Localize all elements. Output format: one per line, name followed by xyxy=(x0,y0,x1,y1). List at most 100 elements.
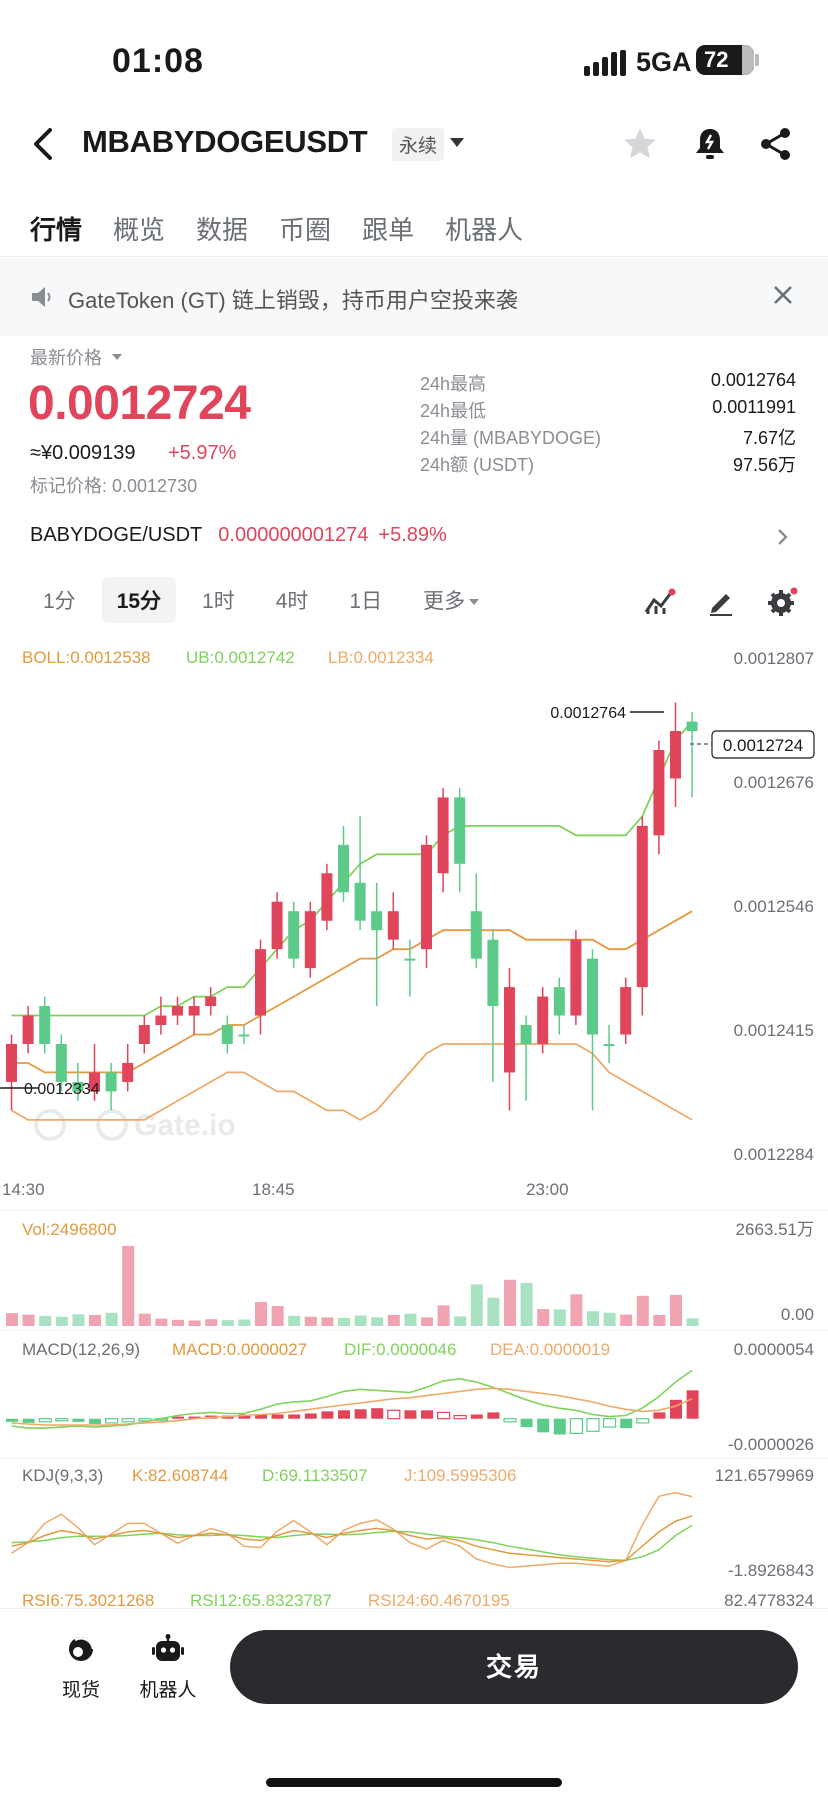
back-arrow-icon[interactable] xyxy=(28,126,58,162)
volume-bar xyxy=(437,1305,450,1326)
candle xyxy=(271,901,283,950)
battery-icon: 72 xyxy=(696,45,759,75)
volume-bar xyxy=(105,1312,118,1326)
trade-button[interactable]: 交易 xyxy=(230,1630,798,1704)
macd-histogram-bar xyxy=(271,1414,284,1419)
volume-bar xyxy=(504,1279,516,1326)
share-icon[interactable] xyxy=(758,126,794,162)
spot-button-label: 现货 xyxy=(61,1680,100,1701)
volume-bar xyxy=(371,1317,384,1326)
tab-overview[interactable]: 概览 xyxy=(113,214,166,245)
stat-label-volume: 24h量 (MBABYDOGE) xyxy=(420,428,602,448)
bell-icon[interactable] xyxy=(690,124,730,164)
candle xyxy=(255,949,266,1016)
interval-1m[interactable]: 1分 xyxy=(43,590,76,613)
latest-price-label[interactable]: 最新价格 xyxy=(30,348,102,368)
last-price-tag-text: 0.0012724 xyxy=(723,736,803,755)
spot-pair-price: 0.000000001274 xyxy=(218,524,369,546)
spot-button[interactable]: 现货 xyxy=(48,1634,114,1702)
volume-bar xyxy=(238,1319,251,1326)
rsi24-legend: RSI24:60.4670195 xyxy=(368,1591,510,1608)
interval-1d[interactable]: 1日 xyxy=(349,590,383,613)
interval-15m[interactable]: 15分 xyxy=(101,577,177,623)
macd-histogram-bar xyxy=(354,1409,367,1419)
volume-bar xyxy=(122,1245,135,1326)
volume-bar xyxy=(454,1316,467,1326)
candle xyxy=(470,911,482,959)
robot-button[interactable]: 机器人 xyxy=(128,1634,208,1702)
boll-lower-line xyxy=(11,1043,693,1121)
volume-bar xyxy=(6,1313,18,1326)
chevron-down-icon[interactable] xyxy=(450,138,464,147)
volume-bar xyxy=(620,1314,633,1326)
tab-data[interactable]: 数据 xyxy=(196,214,249,245)
pair-title[interactable]: MBABYDOGEUSDT xyxy=(82,124,368,159)
candle xyxy=(653,749,665,836)
candle xyxy=(338,844,349,893)
volume-bar xyxy=(304,1316,317,1326)
volume-bar xyxy=(255,1301,267,1326)
macd-histogram-bar xyxy=(255,1414,267,1419)
kline-chart[interactable]: BOLL:0.0012538 UB:0.0012742 LB:0.0012334… xyxy=(0,638,828,1608)
gear-icon[interactable] xyxy=(766,586,798,618)
price-tick: 0.0012676 xyxy=(734,773,814,792)
volume-bar xyxy=(205,1319,218,1326)
close-icon[interactable] xyxy=(772,284,794,306)
stat-value-low: 0.0011991 xyxy=(712,397,796,417)
macd-dea-line xyxy=(11,1387,693,1426)
volume-bar xyxy=(172,1319,184,1326)
interval-1h[interactable]: 1时 xyxy=(202,590,235,613)
last-price-tag xyxy=(711,730,815,759)
tab-copy-trade[interactable]: 跟单 xyxy=(362,214,415,245)
star-icon[interactable] xyxy=(620,124,660,164)
volume-bar xyxy=(587,1311,599,1326)
macd-histogram-bar xyxy=(238,1414,251,1419)
macd-histogram-bar xyxy=(104,1418,119,1424)
macd-histogram-bar xyxy=(602,1418,617,1428)
candle xyxy=(520,1025,532,1044)
volume-bar xyxy=(653,1314,666,1326)
candle xyxy=(6,1043,17,1082)
volume-bar xyxy=(404,1313,417,1326)
volume-bar xyxy=(188,1320,201,1326)
announcement-bar[interactable] xyxy=(0,258,828,336)
candle xyxy=(371,911,383,931)
tab-community[interactable]: 币圈 xyxy=(279,214,332,245)
macd-histogram-bar xyxy=(520,1418,533,1428)
dif-legend: DIF:0.0000046 xyxy=(344,1340,456,1359)
interval-more[interactable]: 更多 xyxy=(408,577,494,623)
indicator-icon[interactable] xyxy=(644,588,676,616)
pen-draw-icon[interactable] xyxy=(706,586,736,616)
announcement-text[interactable]: GateToken (GT) 链上销毁，持币用户空投来袭 xyxy=(68,288,518,313)
kdj-axis-min: -1.8926843 xyxy=(728,1561,814,1580)
macd-histogram-bar xyxy=(38,1418,52,1423)
k-legend: K:82.608744 xyxy=(132,1466,228,1485)
macd-histogram-bar xyxy=(338,1410,350,1419)
candle xyxy=(454,797,466,864)
price-tick: 0.0012807 xyxy=(734,649,814,668)
candle xyxy=(603,1043,615,1046)
chevron-right-icon[interactable] xyxy=(776,528,790,546)
tab-bot[interactable]: 机器人 xyxy=(445,214,524,245)
macd-histogram-bar xyxy=(670,1399,682,1419)
macd-axis-min: -0.0000026 xyxy=(728,1435,814,1454)
interval-4h[interactable]: 4时 xyxy=(275,590,309,613)
macd-histogram-bar xyxy=(553,1418,566,1435)
macd-histogram-bar xyxy=(620,1418,633,1429)
robot-icon xyxy=(152,1634,184,1661)
chevron-down-icon[interactable] xyxy=(112,354,122,360)
candle xyxy=(238,1034,250,1037)
price-change-percent: +5.97% xyxy=(168,442,237,464)
candle xyxy=(437,797,449,874)
spot-pair-row[interactable]: BABYDOGE/USDT 0.000000001274 +5.89% xyxy=(30,524,447,547)
volume-legend: Vol:2496800 xyxy=(22,1220,117,1239)
tab-market[interactable]: 行情 xyxy=(30,210,82,265)
candle xyxy=(620,987,632,1035)
macd-legend-title: MACD(12,26,9) xyxy=(22,1340,140,1359)
candle xyxy=(404,958,416,961)
macd-histogram-bar xyxy=(387,1409,401,1420)
macd-dif-line xyxy=(11,1369,693,1429)
volume-bar xyxy=(155,1318,168,1326)
volume-bar xyxy=(354,1315,367,1326)
volume-bar xyxy=(39,1315,52,1326)
